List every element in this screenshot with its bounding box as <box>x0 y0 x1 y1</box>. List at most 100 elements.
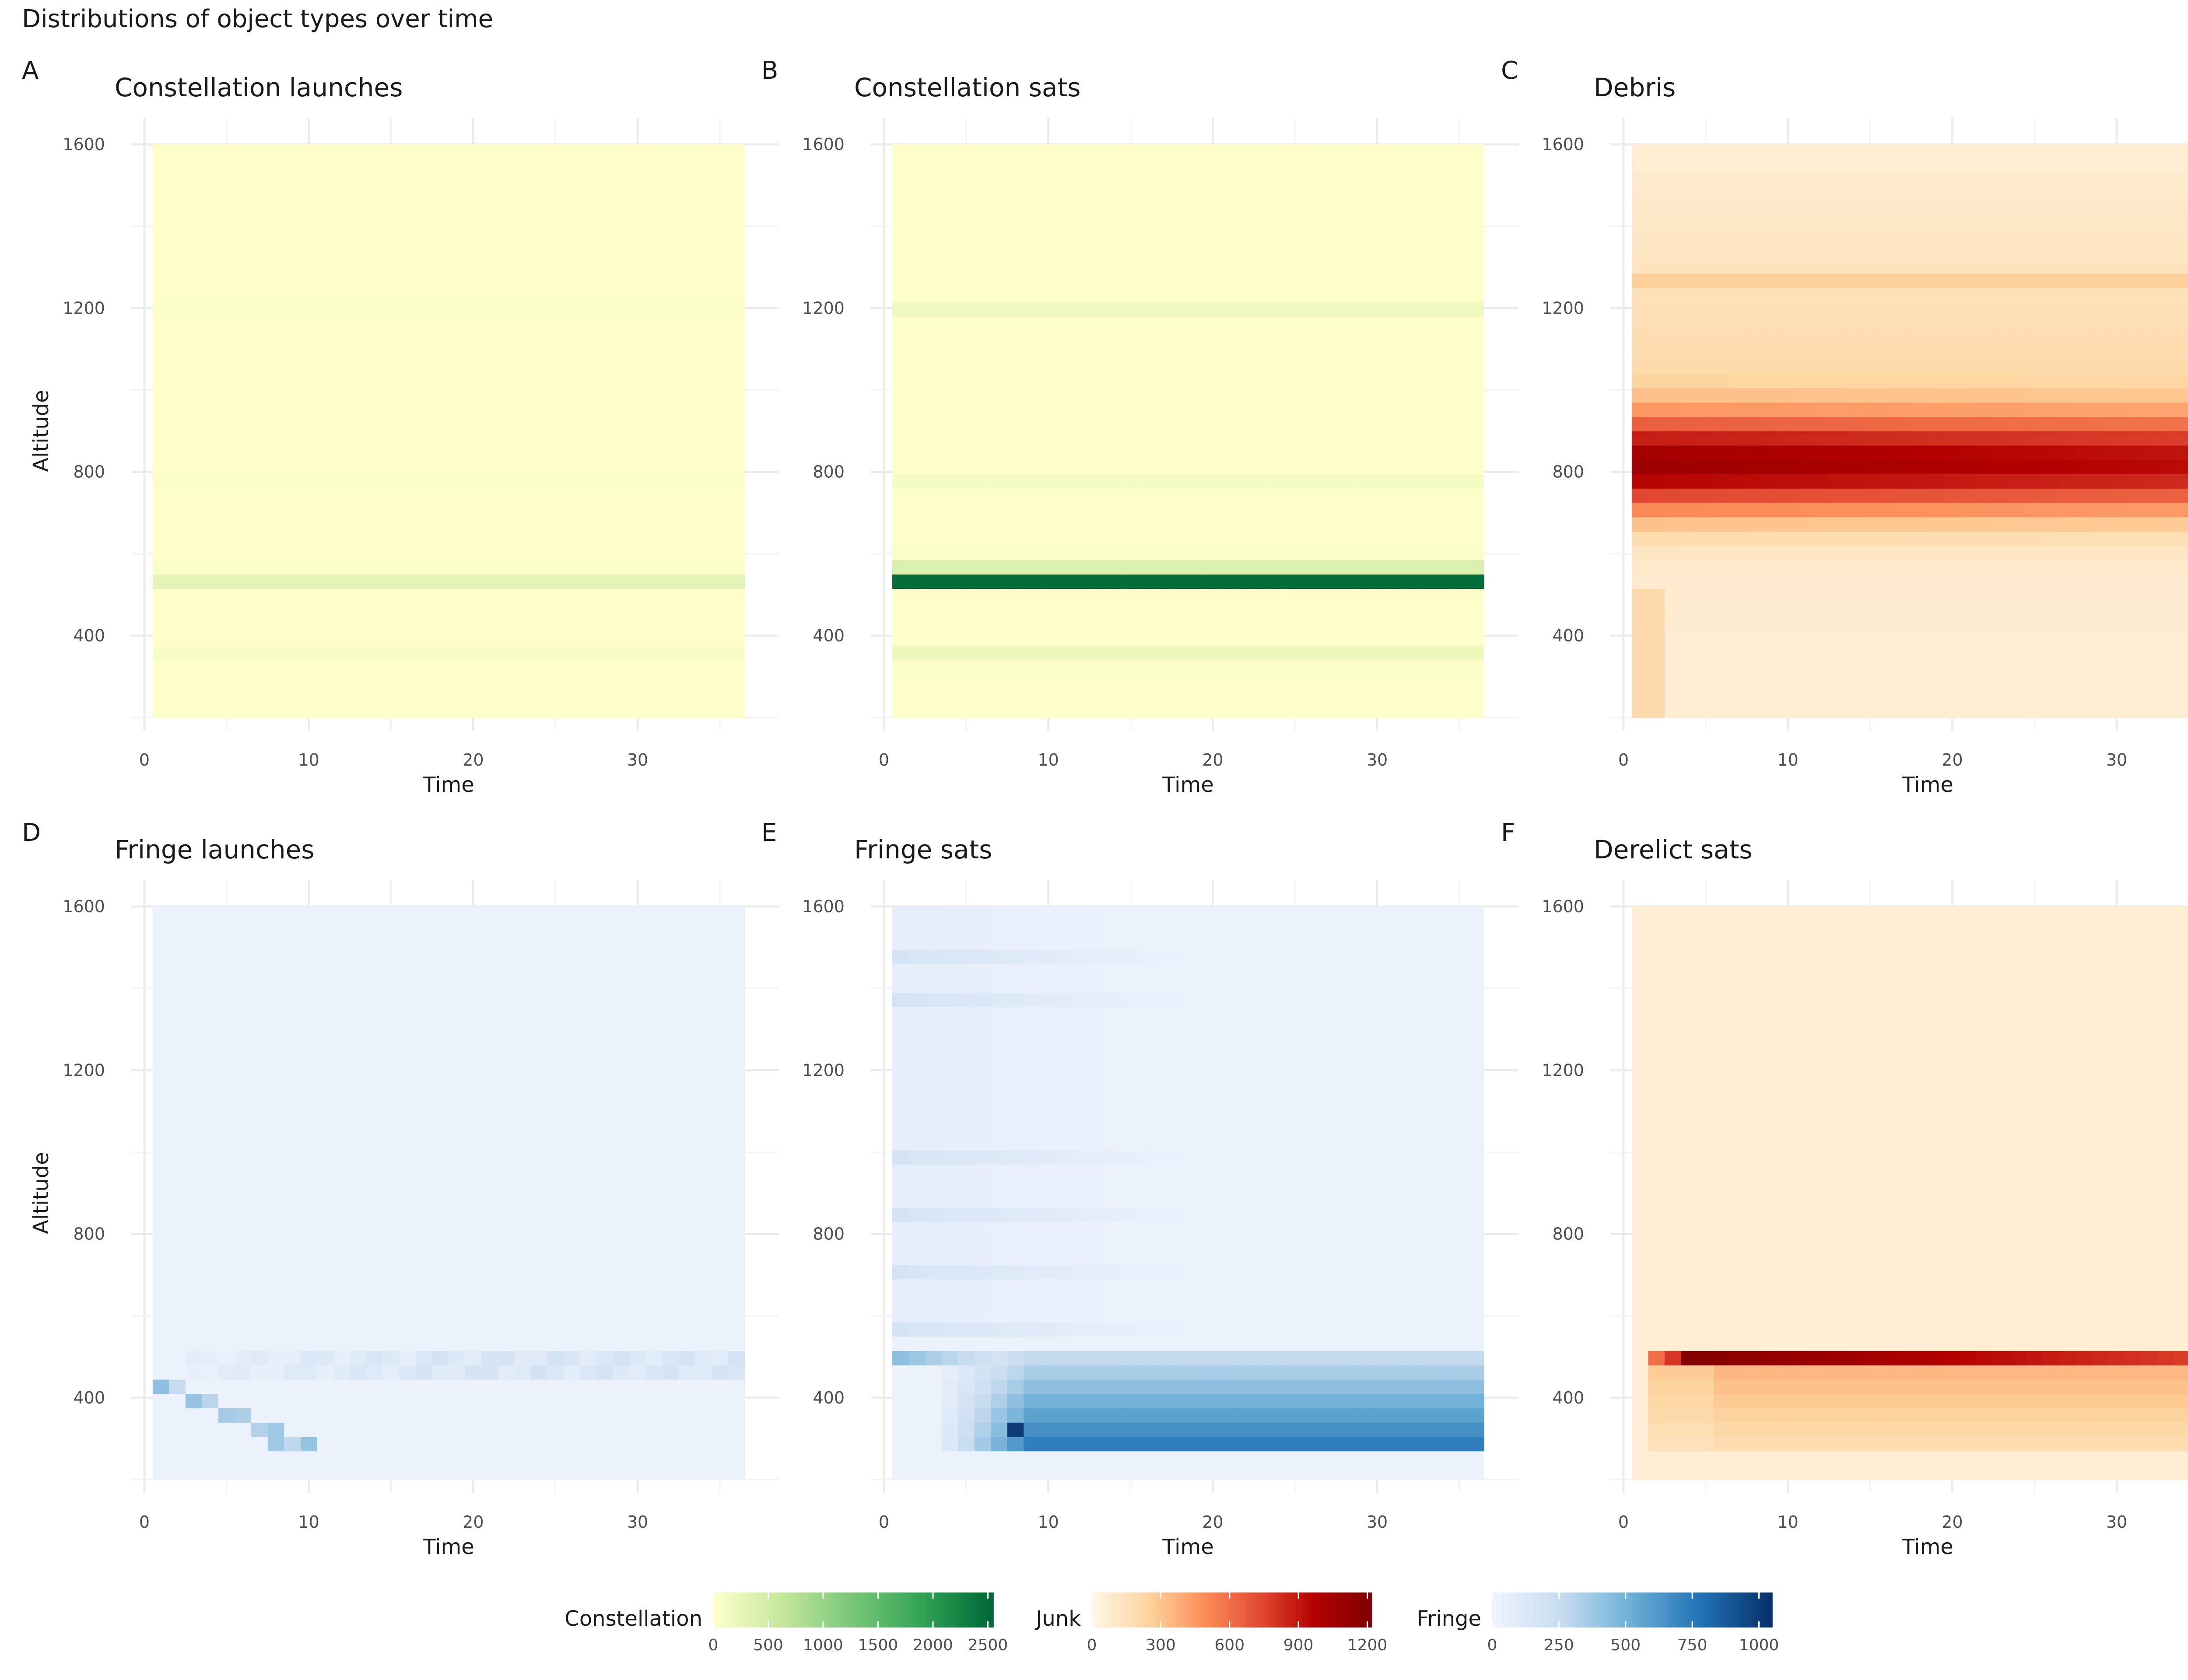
heatmap-cell <box>185 660 203 675</box>
heatmap-cell <box>1993 202 2010 217</box>
heatmap-cell <box>1418 689 1435 704</box>
heatmap-cell <box>185 245 203 259</box>
heatmap-cell <box>2125 574 2142 589</box>
heatmap-cell <box>974 245 991 259</box>
heatmap-cell <box>1746 216 1764 231</box>
heatmap-cell <box>662 287 679 302</box>
heatmap-cell <box>991 531 1008 546</box>
heatmap-cell <box>498 302 515 317</box>
heatmap-cell <box>1155 603 1172 618</box>
heatmap-cell <box>1352 517 1370 532</box>
heatmap-cell <box>1746 144 1764 159</box>
heatmap-cell <box>1171 660 1189 675</box>
heatmap-cell <box>2026 660 2043 675</box>
heatmap-cell <box>235 1351 252 1365</box>
heatmap-cell <box>1024 402 1041 417</box>
heatmap-cell <box>1779 603 1797 618</box>
heatmap-cell <box>1106 374 1123 388</box>
heatmap-cell <box>1681 345 1698 360</box>
heatmap-cell <box>366 359 383 374</box>
heatmap-cell <box>1928 388 1945 403</box>
heatmap-cell <box>202 1379 219 1394</box>
heatmap-cell <box>465 245 482 259</box>
heatmap-cell <box>366 1308 383 1323</box>
heatmap-cell <box>399 674 416 690</box>
heatmap-cell <box>185 1308 203 1323</box>
heatmap-cell <box>2108 431 2125 446</box>
heatmap-cell <box>2125 416 2142 431</box>
heatmap-cell <box>481 216 498 231</box>
heatmap-cell <box>662 144 679 159</box>
heatmap-cell <box>1369 459 1386 474</box>
x-tick-label: 30 <box>627 750 648 770</box>
heatmap-cell <box>1024 646 1041 661</box>
heatmap-cell <box>1287 517 1304 532</box>
heatmap-cell <box>465 560 482 575</box>
heatmap-cell <box>366 964 383 979</box>
heatmap-cell <box>1878 230 1895 245</box>
heatmap-cell <box>218 345 235 360</box>
heatmap-cell <box>1122 560 1140 575</box>
heatmap-cell <box>695 502 712 518</box>
heatmap-cell <box>1402 459 1419 474</box>
heatmap-cell <box>1319 259 1336 274</box>
heatmap-cell <box>350 216 367 231</box>
heatmap-cell <box>284 674 301 690</box>
heatmap-cell <box>169 703 186 718</box>
heatmap-cell <box>317 158 334 174</box>
heatmap-cell <box>202 1107 219 1122</box>
heatmap-cell <box>1960 474 1978 489</box>
heatmap-cell <box>1139 144 1156 159</box>
heatmap-cell <box>1007 416 1024 431</box>
heatmap-cell <box>678 287 696 302</box>
heatmap-cell <box>1796 416 1813 431</box>
heatmap-cell <box>2043 416 2060 431</box>
heatmap-cell <box>728 230 745 245</box>
heatmap-cell <box>1188 445 1205 460</box>
heatmap-cell <box>1139 574 1156 589</box>
heatmap-cell <box>1402 187 1419 202</box>
heatmap-cell <box>1319 330 1336 346</box>
heatmap-cell <box>1369 230 1386 245</box>
heatmap-cell <box>218 1207 235 1222</box>
heatmap-cell <box>1254 144 1271 159</box>
heatmap-cell <box>1056 474 1073 489</box>
heatmap-cell <box>1928 459 1945 474</box>
heatmap-cell <box>235 1436 252 1452</box>
heatmap-cell <box>1467 703 1484 718</box>
heatmap-cell <box>2076 374 2093 388</box>
heatmap-cell <box>202 388 219 403</box>
heatmap-cell <box>1944 517 1961 532</box>
heatmap-cell <box>218 1021 235 1036</box>
heatmap-cell <box>564 259 581 274</box>
heatmap-cell <box>267 1164 285 1179</box>
heatmap-cell <box>1648 617 1665 632</box>
heatmap-cell <box>432 603 449 618</box>
heatmap-cell <box>1993 546 2010 560</box>
heatmap-cell <box>1352 144 1370 159</box>
heatmap-cell <box>1122 416 1140 431</box>
heatmap-cell <box>1171 273 1189 288</box>
heatmap-cell <box>1056 345 1073 360</box>
heatmap-cell <box>580 646 597 661</box>
heatmap-cell <box>152 187 170 202</box>
heatmap-cell <box>596 388 614 403</box>
heatmap-cell <box>1352 187 1370 202</box>
heatmap-cell <box>547 144 564 159</box>
heatmap-cell <box>1763 144 1780 159</box>
heatmap-cell <box>1237 546 1255 560</box>
heatmap-cell <box>169 1336 186 1351</box>
heatmap-cell <box>235 1308 252 1323</box>
heatmap-cell <box>350 964 367 979</box>
heatmap-cell <box>1024 144 1041 159</box>
heatmap-cell <box>382 703 400 718</box>
heatmap-cell <box>317 431 334 446</box>
heatmap-cell <box>1040 617 1057 632</box>
heatmap-cell <box>1648 674 1665 690</box>
heatmap-cell <box>218 416 235 431</box>
heatmap-cell <box>366 459 383 474</box>
heatmap-cell <box>892 158 909 174</box>
heatmap-cell <box>1270 302 1287 317</box>
heatmap-cell <box>645 603 663 618</box>
heatmap-cell <box>1139 560 1156 575</box>
